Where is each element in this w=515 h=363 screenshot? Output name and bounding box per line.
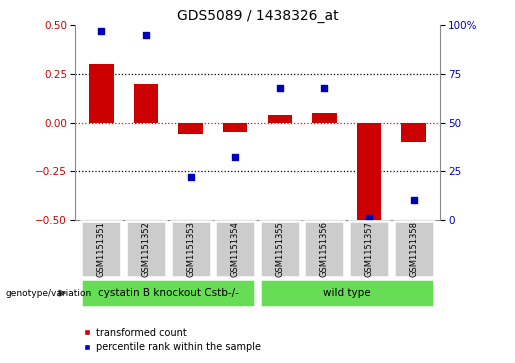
Point [231, 155, 239, 160]
Point [186, 174, 195, 180]
FancyBboxPatch shape [81, 279, 255, 307]
Title: GDS5089 / 1438326_at: GDS5089 / 1438326_at [177, 9, 338, 23]
FancyBboxPatch shape [170, 221, 211, 277]
Point [276, 85, 284, 90]
FancyBboxPatch shape [393, 221, 434, 277]
Text: GSM1151355: GSM1151355 [276, 221, 284, 277]
FancyBboxPatch shape [304, 221, 345, 277]
Point [97, 28, 106, 34]
Bar [178, 122, 203, 134]
Text: genotype/variation: genotype/variation [5, 289, 91, 298]
Text: cystatin B knockout Cstb-/-: cystatin B knockout Cstb-/- [98, 288, 239, 298]
Text: GSM1151353: GSM1151353 [186, 221, 195, 277]
Text: GSM1151357: GSM1151357 [365, 221, 373, 277]
Bar [89, 64, 114, 122]
Point [142, 32, 150, 38]
Bar [357, 122, 381, 220]
Text: GSM1151356: GSM1151356 [320, 221, 329, 277]
Text: wild type: wild type [323, 288, 370, 298]
FancyBboxPatch shape [349, 221, 389, 277]
FancyBboxPatch shape [215, 221, 255, 277]
Bar [267, 115, 292, 122]
Point [320, 85, 329, 90]
Bar [223, 122, 248, 132]
Text: GSM1151358: GSM1151358 [409, 221, 418, 277]
FancyBboxPatch shape [126, 221, 166, 277]
Bar [312, 113, 337, 122]
Bar [401, 122, 426, 142]
FancyBboxPatch shape [81, 221, 122, 277]
Point [365, 215, 373, 221]
Text: GSM1151351: GSM1151351 [97, 221, 106, 277]
Text: GSM1151352: GSM1151352 [142, 221, 150, 277]
Point [409, 197, 418, 203]
FancyBboxPatch shape [260, 279, 434, 307]
FancyBboxPatch shape [260, 221, 300, 277]
Text: GSM1151354: GSM1151354 [231, 221, 239, 277]
Bar [134, 83, 158, 122]
Legend: transformed count, percentile rank within the sample: transformed count, percentile rank withi… [79, 324, 265, 356]
